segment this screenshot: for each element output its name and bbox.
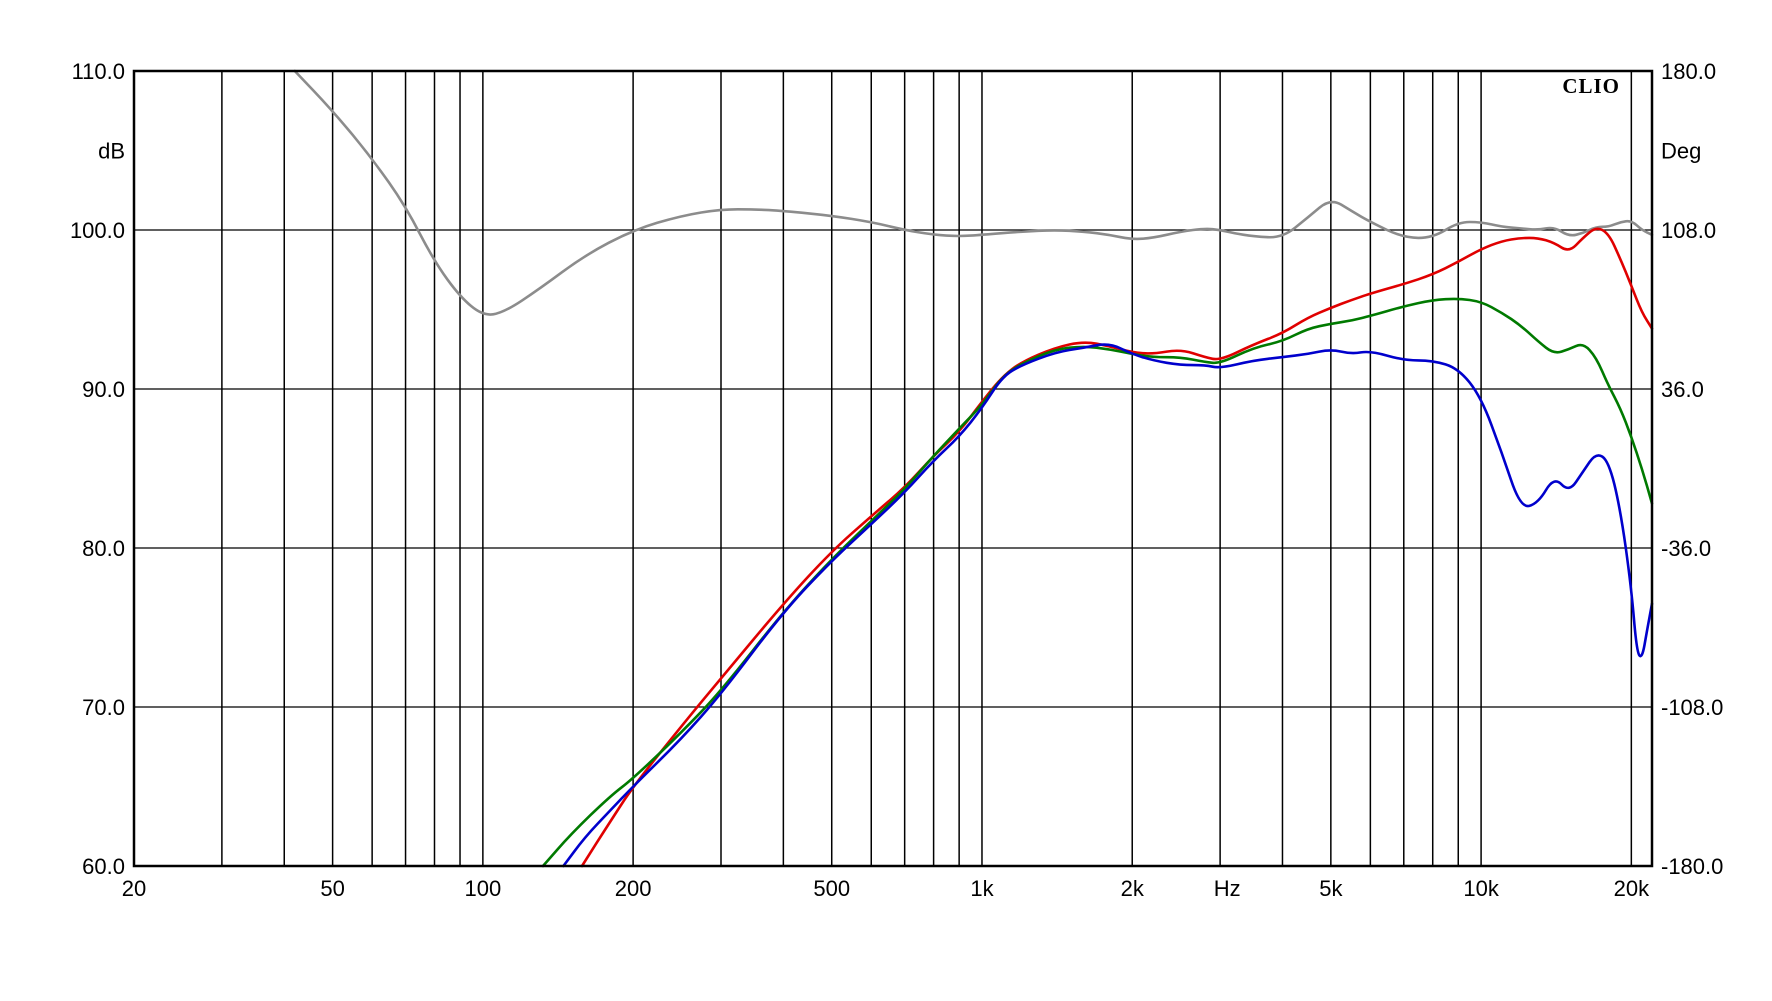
y-tick-label-right: 108.0 [1661,218,1716,243]
y-tick-label-left: 70.0 [82,695,125,720]
y-tick-label-right: -180.0 [1661,854,1723,879]
x-tick-label: 20 [122,876,146,901]
series-line-1 [293,69,1654,316]
clio-logo: CLIO [1562,74,1620,98]
series-line-3 [541,297,1654,868]
x-tick-label: 5k [1319,876,1343,901]
y-tick-label-right: 36.0 [1661,377,1704,402]
x-tick-label: 50 [320,876,344,901]
series-line-2 [580,227,1654,868]
y-tick-label-left: 100.0 [70,218,125,243]
x-tick-label: 100 [465,876,502,901]
x-tick-label: 2k [1121,876,1145,901]
x-tick-label: 200 [615,876,652,901]
plot-frame [132,69,1654,868]
tick-labels: 20 50 100 200 500 1k 2k Hz 5k 10k 20k 110.0 180.0 100… [70,59,1723,901]
y-tick-label-left: 80.0 [82,536,125,561]
y-tick-label-right: -108.0 [1661,695,1723,720]
grid [134,70,1652,867]
y-tick-label-right: 180.0 [1661,59,1716,84]
y-axis-label-right: Deg [1661,139,1701,164]
y-tick-label-left: 60.0 [82,854,125,879]
y-tick-label-left: 90.0 [82,377,125,402]
x-tick-label: 10k [1463,876,1499,901]
axis-labels: dB Deg CLIO [98,74,1701,164]
series-line-4 [562,343,1654,868]
curves [293,69,1654,868]
x-tick-label: Hz [1214,876,1241,901]
y-tick-label-left: 110.0 [72,59,125,84]
y-axis-label-left: dB [98,139,125,164]
x-tick-label: 500 [813,876,850,901]
x-tick-label: 1k [970,876,994,901]
x-tick-label: 20k [1614,876,1650,901]
y-tick-label-right: -36.0 [1661,536,1711,561]
